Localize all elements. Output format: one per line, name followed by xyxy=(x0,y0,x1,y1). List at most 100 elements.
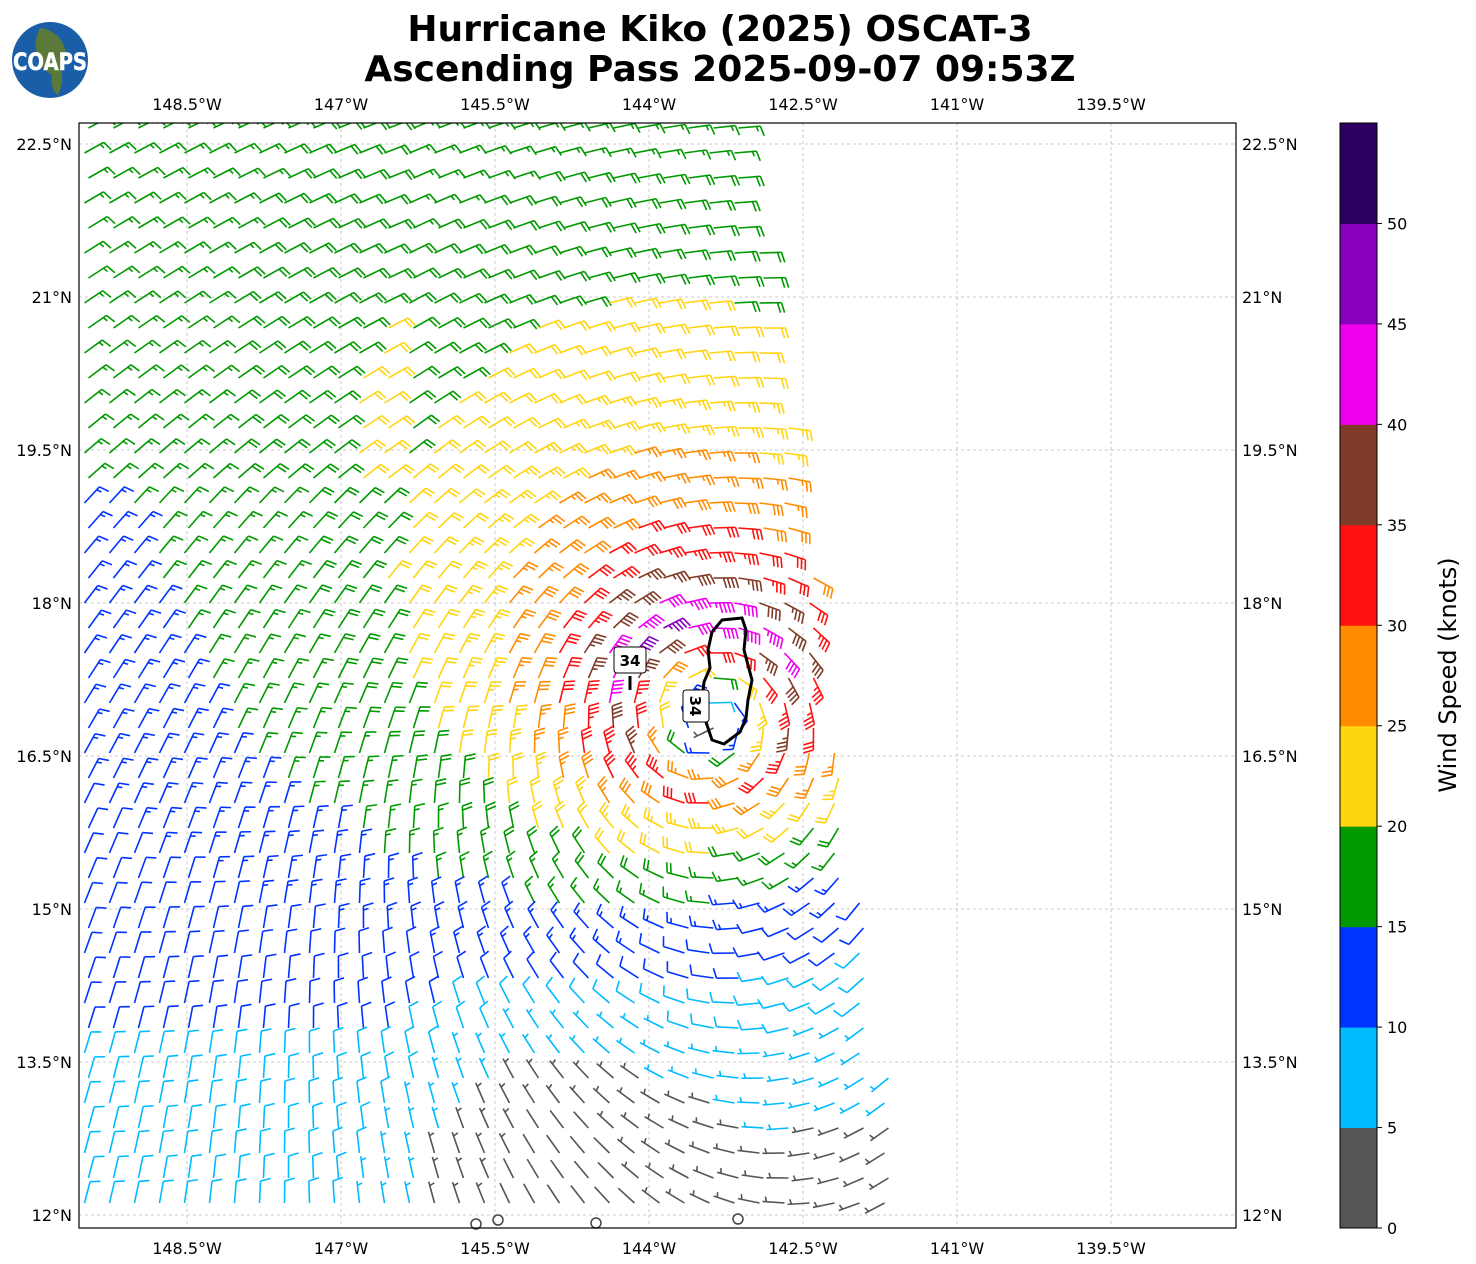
wind-barb xyxy=(262,953,277,979)
wind-barb xyxy=(688,324,716,336)
wind-barb xyxy=(258,1077,272,1104)
wind-barb xyxy=(188,265,216,279)
wind-barb xyxy=(413,168,442,179)
wind-barb xyxy=(487,608,511,629)
wind-barb xyxy=(663,123,691,135)
wind-barb xyxy=(158,438,186,454)
wind-barb xyxy=(639,832,660,854)
wind-barb xyxy=(713,1192,735,1204)
wind-barb xyxy=(462,464,490,479)
wind-barb xyxy=(283,633,307,654)
wind-barb xyxy=(438,267,466,279)
wind-barb xyxy=(338,414,366,429)
wind-barb xyxy=(238,315,266,329)
wind-barb xyxy=(482,850,493,879)
wind-barb xyxy=(438,366,466,379)
wind-barb xyxy=(308,878,323,904)
wind-barb xyxy=(712,1143,735,1154)
wind-barb xyxy=(738,677,758,701)
wind-barb xyxy=(640,1137,660,1154)
wind-barb xyxy=(808,652,824,680)
wind-barb xyxy=(512,751,524,779)
wind-barb xyxy=(814,877,840,896)
wind-barb xyxy=(609,444,638,456)
wind-barb xyxy=(288,414,315,429)
wind-barb xyxy=(308,584,333,604)
wind-barb xyxy=(643,1064,664,1079)
wind-barb xyxy=(238,364,266,379)
wind-barb xyxy=(137,510,163,529)
wind-barb xyxy=(387,511,414,529)
coaps-logo: COAPS xyxy=(12,22,88,98)
wind-barb xyxy=(183,633,207,654)
wind-barb xyxy=(459,144,488,155)
wind-barb xyxy=(488,416,516,429)
wind-barb xyxy=(499,1182,511,1204)
wind-barb xyxy=(545,1034,561,1054)
wind-barb xyxy=(613,469,642,481)
wind-barb xyxy=(137,707,160,729)
wind-barb xyxy=(212,707,234,729)
wind-barb xyxy=(663,173,691,185)
wind-barb xyxy=(434,341,462,354)
wind-barb xyxy=(816,827,840,848)
wind-barb xyxy=(596,1110,615,1129)
wind-barb xyxy=(183,389,211,404)
wind-barb xyxy=(784,452,809,467)
wind-barb xyxy=(113,314,141,329)
wind-barb xyxy=(588,123,616,133)
wind-barb xyxy=(646,726,661,754)
wind-barb xyxy=(159,142,187,154)
wind-barb xyxy=(839,927,865,946)
wind-barb xyxy=(183,1178,199,1204)
wind-barb xyxy=(621,803,640,829)
wind-barb xyxy=(338,217,366,229)
wind-barb xyxy=(385,951,397,979)
wind-barb xyxy=(640,1088,660,1104)
wind-barb xyxy=(162,707,185,729)
wind-barb xyxy=(463,169,492,179)
wind-barb xyxy=(663,273,691,285)
wind-barb xyxy=(258,978,273,1004)
wind-barb xyxy=(509,145,538,156)
wind-barb xyxy=(138,166,166,179)
wind-barb xyxy=(458,488,486,504)
wind-barb xyxy=(608,588,636,604)
wind-barb xyxy=(738,175,765,187)
wind-barb xyxy=(283,486,310,504)
wind-barb xyxy=(513,123,541,131)
wind-barb xyxy=(664,1139,685,1154)
wind-barb xyxy=(309,291,337,304)
wind-barb xyxy=(88,123,116,129)
wind-barb xyxy=(662,785,685,804)
wind-barb xyxy=(562,563,590,579)
wind-barb xyxy=(263,167,291,179)
wind-barb xyxy=(308,438,336,454)
wind-barb xyxy=(603,725,616,754)
wind-barb xyxy=(387,803,402,829)
wind-barb xyxy=(108,683,132,704)
wind-barb xyxy=(237,1053,252,1079)
wind-barb xyxy=(506,776,518,804)
wind-barb xyxy=(587,702,600,729)
wind-barb xyxy=(404,1025,415,1054)
wind-barb xyxy=(431,1106,440,1129)
wind-barb xyxy=(546,1134,561,1154)
wind-barb xyxy=(384,292,412,304)
wind-barb xyxy=(359,292,387,304)
wind-barb xyxy=(209,290,237,304)
wind-barb xyxy=(284,389,312,404)
wind-barb xyxy=(334,242,362,254)
wind-barb xyxy=(665,1188,685,1204)
wind-barb xyxy=(713,526,740,538)
wind-barb xyxy=(412,802,426,829)
wind-barb xyxy=(683,742,710,754)
wind-barb xyxy=(288,217,316,229)
wind-barb xyxy=(309,143,338,155)
wind-barb xyxy=(288,365,316,379)
wind-barb xyxy=(593,1136,611,1154)
wind-barb xyxy=(388,366,416,379)
wind-barb xyxy=(736,971,764,983)
wind-barb xyxy=(84,240,112,254)
wind-barb xyxy=(158,1079,175,1104)
